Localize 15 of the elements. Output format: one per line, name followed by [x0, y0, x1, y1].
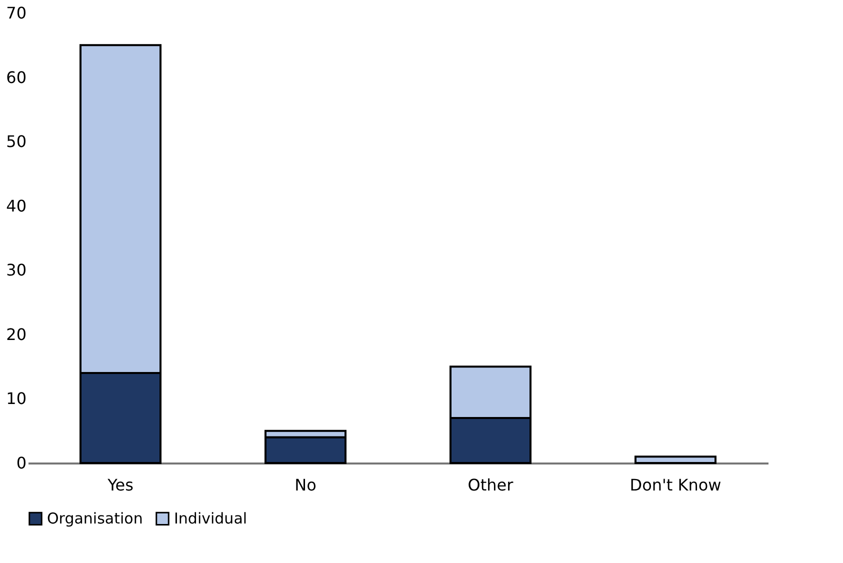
y-tick-label: 40	[6, 196, 26, 216]
legend-label: Organisation	[47, 510, 143, 528]
y-tick-label: 60	[6, 68, 26, 87]
y-tick-label: 30	[6, 260, 26, 280]
y-tick-label: 50	[6, 132, 26, 152]
y-tick-label: 10	[6, 389, 26, 408]
y-tick-label: 70	[6, 4, 26, 22]
y-tick-label: 20	[6, 324, 26, 344]
x-tick-label: No	[294, 476, 316, 494]
x-tick-label: Yes	[106, 476, 134, 494]
y-tick-label: 0	[16, 454, 26, 472]
legend-label: Individual	[174, 510, 248, 528]
bar	[634, 456, 716, 464]
x-tick-label: Don't Know	[630, 476, 722, 494]
x-tick-label: Other	[468, 476, 514, 494]
